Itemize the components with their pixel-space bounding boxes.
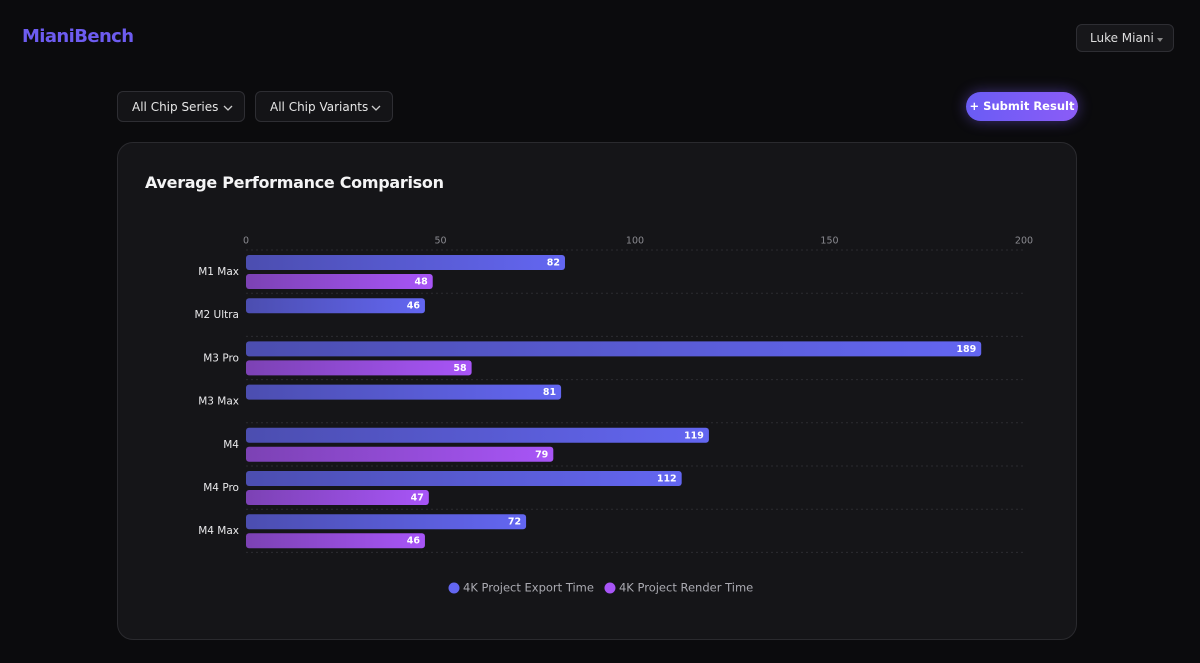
data-label: 46	[407, 536, 421, 547]
legend-marker	[604, 582, 616, 594]
data-label: 48	[414, 277, 428, 288]
y-tick-label: M4 Pro	[203, 482, 239, 494]
x-tick-label: 100	[626, 236, 644, 247]
data-label: 82	[547, 258, 560, 269]
data-label: 81	[543, 387, 556, 398]
bar	[246, 341, 982, 357]
x-tick-label: 150	[820, 236, 838, 247]
bar	[246, 384, 562, 400]
bar	[246, 446, 554, 462]
data-label: 72	[508, 517, 521, 528]
filter-label: All Chip Variants	[270, 100, 369, 114]
legend-marker	[448, 582, 460, 594]
x-tick-label: 0	[243, 236, 249, 247]
bar	[246, 255, 565, 270]
y-tick-label: M4 Max	[198, 525, 239, 537]
data-label: 47	[411, 493, 424, 504]
x-tick-label: 200	[1015, 236, 1033, 247]
bar	[246, 471, 682, 486]
data-label: 46	[407, 301, 421, 312]
logo[interactable]: MianiBench	[22, 26, 134, 47]
chart-title: Average Performance Comparison	[145, 173, 444, 192]
data-label: 189	[956, 344, 976, 355]
chevron	[371, 105, 381, 111]
bar	[246, 514, 527, 530]
variant-filter[interactable]: All Chip Variants	[255, 91, 393, 122]
y-tick-label: M2 Ultra	[194, 309, 239, 321]
data-label: 58	[453, 363, 467, 374]
caret	[1157, 38, 1163, 42]
legend-label: 4K Project Export Time	[463, 581, 594, 595]
bar	[246, 533, 425, 549]
legend-label: 4K Project Render Time	[619, 581, 753, 595]
y-tick-label: M1 Max	[198, 266, 239, 278]
data-label: 79	[535, 449, 548, 460]
x-tick-label: 50	[434, 236, 446, 247]
user-menu[interactable]: Luke Miani	[1076, 24, 1174, 52]
bar	[246, 298, 425, 314]
bar	[246, 274, 433, 289]
bar	[246, 427, 709, 443]
bar	[246, 490, 429, 505]
bar	[246, 360, 472, 376]
series-filter[interactable]: All Chip Series	[117, 91, 245, 122]
y-tick-label: M4	[223, 439, 239, 451]
data-label: 119	[684, 430, 704, 441]
filter-label: All Chip Series	[132, 100, 219, 114]
user-name: Luke Miani	[1090, 31, 1154, 45]
y-tick-label: M3 Max	[198, 396, 239, 408]
chevron	[223, 105, 233, 111]
y-tick-label: M3 Pro	[203, 352, 239, 364]
data-label: 112	[657, 474, 677, 485]
submit-button[interactable]: + Submit Result	[966, 92, 1078, 121]
